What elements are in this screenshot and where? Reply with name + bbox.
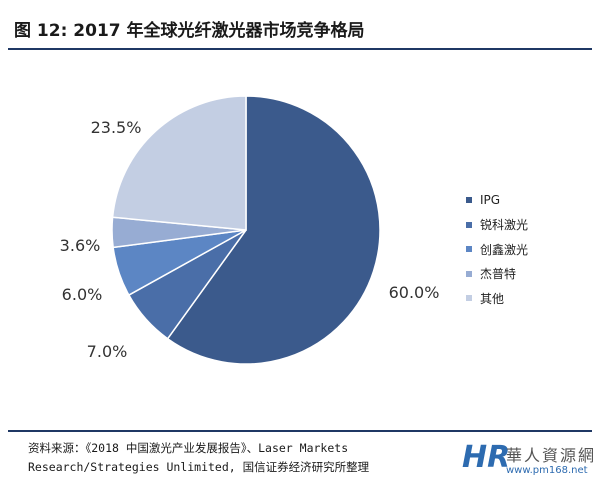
- pie-slice-1: [166, 95, 381, 365]
- chart-legend: IPG 锐科激光创鑫激光杰普特其他: [466, 188, 528, 311]
- watermark-url: www.pm168.net: [506, 465, 588, 476]
- pie-chart: 60.0% 7.0% 6.0% 3.6% 23.5%: [60, 95, 440, 365]
- legend-swatch: [466, 246, 472, 253]
- legend-label: 创鑫激光: [480, 242, 529, 257]
- figure-title: 图 12: 2017 年全球光纤激光器市场竞争格局: [14, 21, 365, 41]
- source-note: 资料来源：《2018 中国激光产业发展报告》、Laser Markets Res…: [8, 430, 592, 483]
- legend-item-4: 杰普特: [466, 262, 528, 287]
- legend-label: 其他: [480, 291, 505, 306]
- watermark: HR 華人資源網 www.pm168.net: [462, 438, 596, 484]
- legend-item-1: IPG: [466, 188, 528, 213]
- legend-label: 杰普特: [480, 267, 517, 282]
- pie-slices: [111, 95, 381, 365]
- legend-item-5: 其他: [466, 286, 528, 311]
- data-label-3: 6.0%: [62, 285, 103, 304]
- legend-item-2: 锐科激光: [466, 213, 528, 238]
- watermark-name: 華人資源網: [506, 446, 597, 465]
- legend-label: IPG: [480, 193, 501, 208]
- legend-swatch: [466, 270, 472, 277]
- pie-data-labels: 60.0% 7.0% 6.0% 3.6% 23.5%: [60, 118, 440, 361]
- data-label-4: 3.6%: [60, 236, 101, 255]
- data-label-1: 60.0%: [389, 283, 440, 302]
- watermark-logo: HR: [462, 440, 511, 475]
- figure-header: 图 12: 2017 年全球光纤激光器市场竞争格局: [8, 8, 592, 50]
- legend-swatch: [466, 221, 472, 228]
- pie-slice-5: [111, 95, 247, 231]
- legend-label: 锐科激光: [480, 218, 529, 233]
- legend-swatch: [466, 197, 472, 204]
- source-line-2: Research/Strategies Unlimited, 国信证券经济研究所…: [28, 460, 370, 474]
- legend-item-3: 创鑫激光: [466, 237, 528, 262]
- data-label-5: 23.5%: [91, 118, 142, 137]
- source-line-1: 资料来源：《2018 中国激光产业发展报告》、Laser Markets: [28, 441, 349, 455]
- legend-swatch: [466, 295, 472, 302]
- data-label-2: 7.0%: [87, 342, 128, 361]
